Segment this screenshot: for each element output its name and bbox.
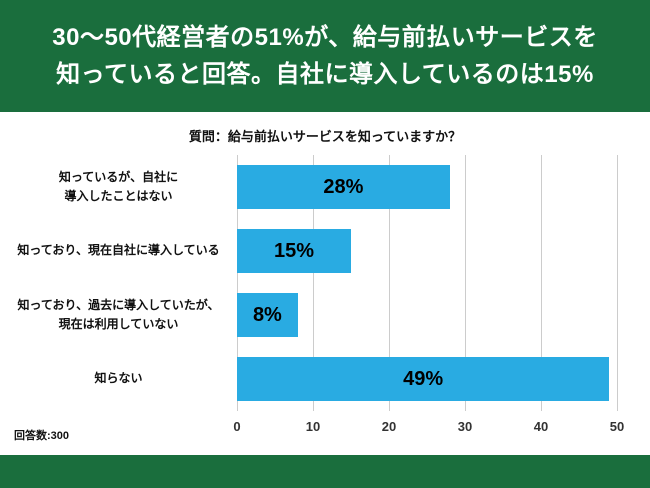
gridline xyxy=(389,155,390,411)
category-label: 知らない xyxy=(94,371,143,386)
bar: 15% xyxy=(237,229,351,273)
bar-value-label: 28% xyxy=(323,175,364,198)
chart-rows: 知っているが、自社に 導入したことはない 28% 知っており、現在自社に導入している… xyxy=(0,155,650,411)
x-axis-tick: 20 xyxy=(381,419,397,434)
gridline xyxy=(237,155,238,411)
gridline xyxy=(313,155,314,411)
category-label: 知っており、現在自社に導入している xyxy=(17,243,220,258)
bar: 49% xyxy=(237,357,610,401)
bar-chart: 知っているが、自社に 導入したことはない 28% 知っており、現在自社に導入している… xyxy=(0,155,650,443)
gridline xyxy=(617,155,618,411)
chart-section: 質問：給与前払いサービスを知っていますか？ 知っているが、自社に 導入したことは… xyxy=(0,112,650,455)
gridlines-layer xyxy=(237,155,618,411)
x-axis-tick: 10 xyxy=(305,419,321,434)
category-label: 知っているが、自社に 導入したことはない xyxy=(58,169,179,203)
chart-question-title: 質問：給与前払いサービスを知っていますか？ xyxy=(188,129,462,144)
category-label: 知っており、過去に導入していたが、 現在は利用していない xyxy=(17,297,220,331)
x-axis-tick: 30 xyxy=(457,419,473,434)
bar: 28% xyxy=(237,165,450,209)
gridline xyxy=(465,155,466,411)
respondent-count: 回答数:300 xyxy=(14,430,70,442)
bar-value-label: 8% xyxy=(252,303,282,326)
bar: 8% xyxy=(237,293,298,337)
x-axis-tick: 50 xyxy=(609,419,625,434)
page-title-line2: 知っていると回答。自社に導入しているのは15% xyxy=(56,61,594,88)
bar-track: 8% xyxy=(237,283,617,347)
bar-track: 28% xyxy=(237,155,617,219)
x-axis-tick: 0 xyxy=(233,419,241,434)
chart-row: 知らない 49% xyxy=(0,347,650,411)
bar-track: 15% xyxy=(237,219,617,283)
bar-value-label: 49% xyxy=(403,367,444,390)
page-title: 30〜50代経営者の51%が、給与前払いサービスを 知っていると回答。自社に導入し… xyxy=(52,19,597,93)
bar-value-label: 15% xyxy=(273,239,315,262)
chart-row: 知っており、過去に導入していたが、 現在は利用していない 8% xyxy=(0,283,650,347)
footer-banner xyxy=(0,455,650,488)
gridline xyxy=(541,155,542,411)
page-title-line1: 30〜50代経営者の51%が、給与前払いサービスを xyxy=(52,23,598,51)
bar-track: 49% xyxy=(237,347,617,411)
chart-row: 知っており、現在自社に導入している 15% xyxy=(0,219,650,283)
x-axis-tick: 40 xyxy=(533,419,549,434)
x-axis: 0 10 20 30 40 50 xyxy=(233,417,624,443)
chart-row: 知っているが、自社に 導入したことはない 28% xyxy=(0,155,650,219)
header-banner: 30〜50代経営者の51%が、給与前払いサービスを 知っていると回答。自社に導入し… xyxy=(0,0,650,112)
